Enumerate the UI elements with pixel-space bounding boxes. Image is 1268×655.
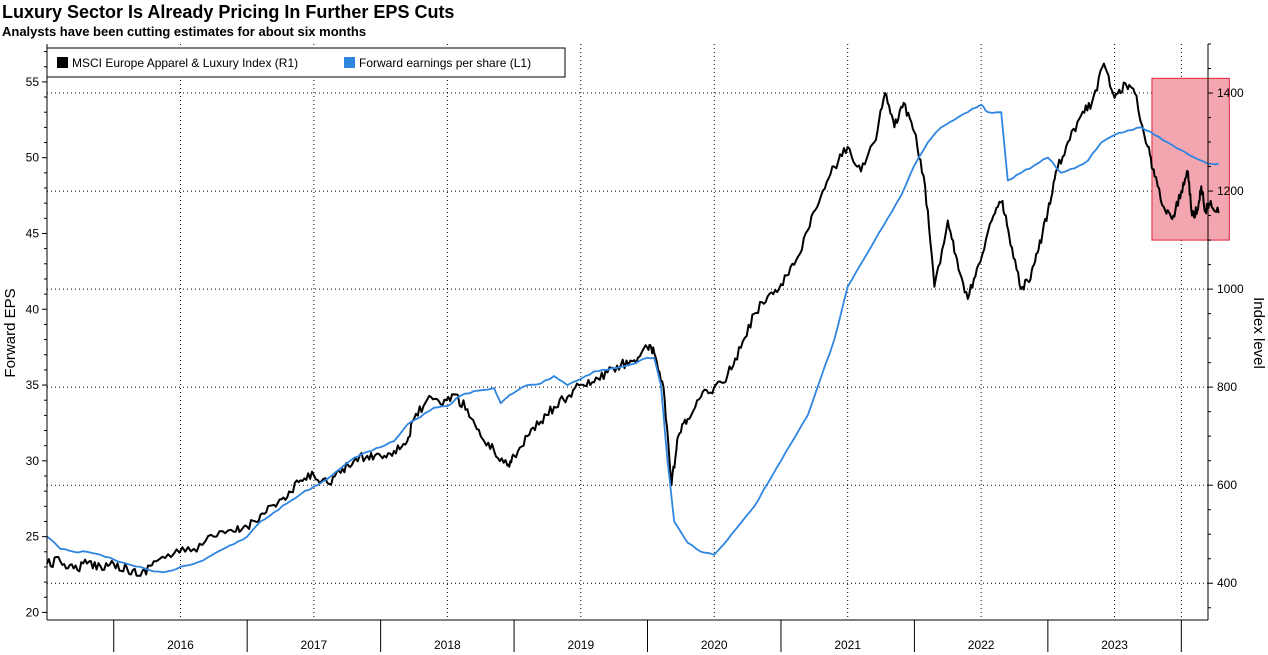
y-right-tick-label: 1000 [1217, 282, 1244, 296]
x-tick-label: 2016 [167, 638, 194, 652]
y-left-tick-label: 25 [26, 530, 40, 544]
y-right-tick-label: 400 [1217, 576, 1237, 590]
series-line-index [46, 62, 1220, 577]
x-tick-label: 2018 [434, 638, 461, 652]
y-axis-right-title: Index level [1250, 297, 1267, 369]
x-tick-label: 2017 [301, 638, 328, 652]
legend-swatch-eps [344, 57, 355, 68]
y-left-tick-label: 40 [26, 302, 40, 316]
y-left-tick-label: 55 [26, 75, 40, 89]
legend-swatch-index [57, 57, 68, 68]
highlight-layer [1151, 77, 1230, 241]
grid-layer [47, 44, 1208, 620]
x-tick-label: 2023 [1101, 638, 1128, 652]
legend-label-eps: Forward earnings per share (L1) [359, 56, 531, 70]
axes-layer: 20 25 30 35 40 45 50 55 400 600 800 1000 1200 1400 201… [26, 43, 1244, 652]
x-tick-label: 2022 [968, 638, 995, 652]
x-tick-label: 2021 [834, 638, 861, 652]
chart-title: Luxury Sector Is Already Pricing In Furt… [2, 2, 455, 22]
y-left-tick-label: 35 [26, 378, 40, 392]
y-axis-left-title: Forward EPS [2, 288, 19, 377]
y-right-tick-label: 800 [1217, 380, 1237, 394]
legend: MSCI Europe Apparel & Luxury Index (R1) … [46, 47, 566, 78]
y-left-tick-label: 45 [26, 226, 40, 240]
highlight-box [1151, 77, 1230, 241]
y-right-tick-label: 1400 [1217, 86, 1244, 100]
series-line-eps [46, 103, 1219, 574]
x-tick-label: 2019 [567, 638, 594, 652]
legend-label-index: MSCI Europe Apparel & Luxury Index (R1) [72, 56, 298, 70]
y-left-tick-label: 20 [26, 605, 40, 619]
y-right-tick-label: 600 [1217, 478, 1237, 492]
chart-subtitle: Analysts have been cutting estimates for… [2, 24, 367, 39]
y-left-tick-label: 50 [26, 151, 40, 165]
y-left-tick-label: 30 [26, 454, 40, 468]
y-right-tick-label: 1200 [1217, 184, 1244, 198]
x-tick-label: 2020 [701, 638, 728, 652]
series-layer [46, 62, 1220, 577]
legend-box [46, 47, 566, 78]
